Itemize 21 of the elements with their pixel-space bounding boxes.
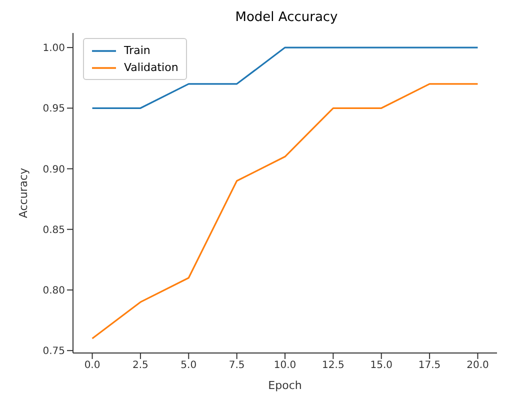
y-tick-label: 0.95: [42, 104, 65, 115]
y-axis-title: Accuracy: [16, 167, 30, 218]
y-tick-label: 0.80: [42, 286, 65, 297]
legend-label: Validation: [124, 61, 178, 74]
x-tick-label: 0.0: [84, 360, 100, 372]
y-tick-label: 0.90: [42, 164, 65, 176]
line-series: [91, 83, 479, 340]
y-tick-label: 1.00: [42, 43, 65, 54]
y-tick-label: 0.75: [42, 346, 65, 358]
x-tick-label: 7.5: [228, 360, 245, 372]
x-tick-label: 12.5: [322, 360, 344, 372]
x-tick-label: 2.5: [132, 360, 148, 372]
x-tick-label: 10.0: [274, 360, 296, 372]
x-tick-label: 5.0: [180, 360, 197, 372]
x-tick-label: 17.5: [418, 360, 441, 372]
legend-label: Train: [124, 44, 150, 57]
x-tick-label: 20.0: [466, 360, 489, 372]
x-axis-title: Epoch: [268, 379, 302, 392]
chart-title: Model Accuracy: [234, 9, 339, 27]
x-tick-label: 15.0: [370, 360, 392, 372]
y-tick-label: 0.85: [42, 224, 65, 236]
